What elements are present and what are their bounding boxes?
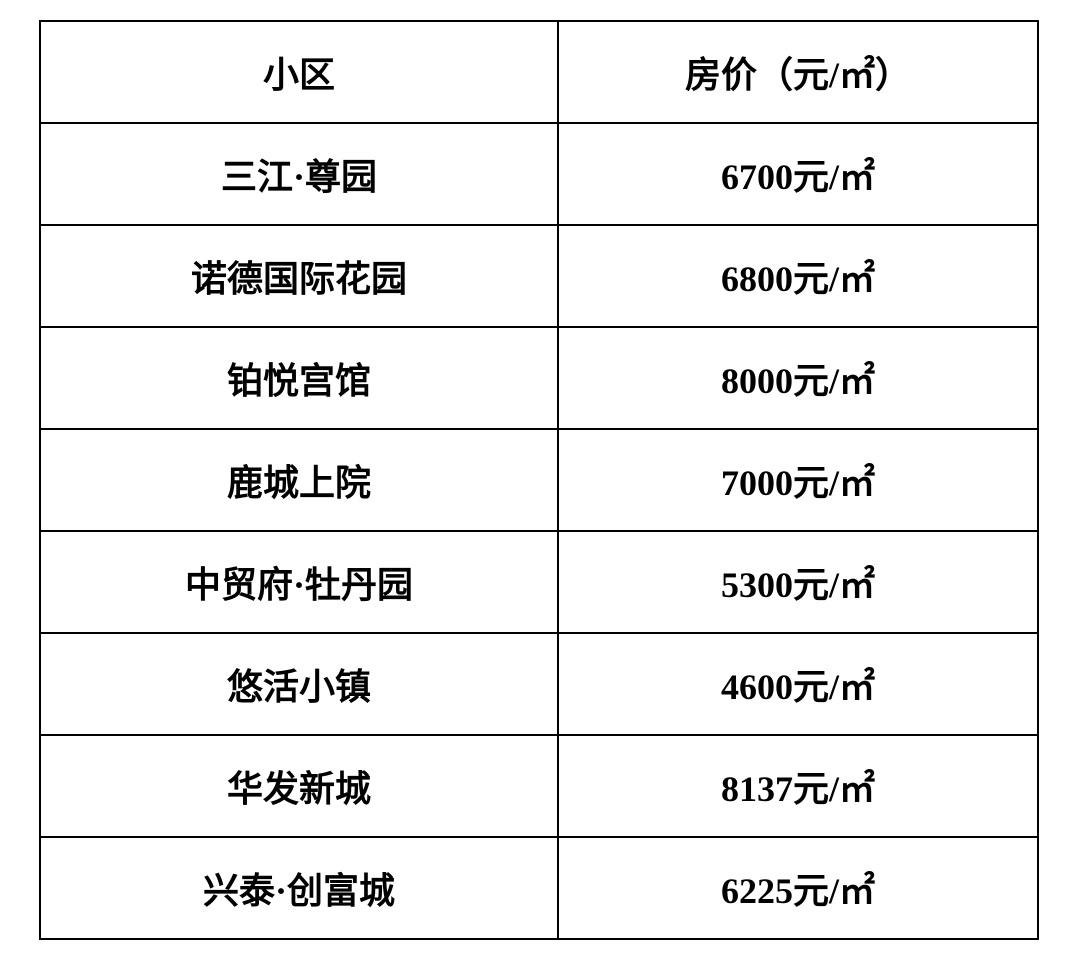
column-header-community: 小区: [40, 21, 559, 123]
community-cell: 铂悦宫馆: [40, 327, 559, 429]
column-header-price: 房价（元/㎡）: [558, 21, 1037, 123]
price-cell: 8000元/㎡: [558, 327, 1037, 429]
price-table-container: 小区 房价（元/㎡） 三江·尊园 6700元/㎡ 诺德国际花园 6800元/㎡ …: [39, 20, 1039, 940]
price-cell: 6800元/㎡: [558, 225, 1037, 327]
price-cell: 6225元/㎡: [558, 837, 1037, 939]
table-row: 诺德国际花园 6800元/㎡: [40, 225, 1038, 327]
table-row: 铂悦宫馆 8000元/㎡: [40, 327, 1038, 429]
community-cell: 鹿城上院: [40, 429, 559, 531]
table-row: 悠活小镇 4600元/㎡: [40, 633, 1038, 735]
price-cell: 8137元/㎡: [558, 735, 1037, 837]
table-row: 中贸府·牡丹园 5300元/㎡: [40, 531, 1038, 633]
community-cell: 三江·尊园: [40, 123, 559, 225]
table-row: 鹿城上院 7000元/㎡: [40, 429, 1038, 531]
community-cell: 中贸府·牡丹园: [40, 531, 559, 633]
price-table: 小区 房价（元/㎡） 三江·尊园 6700元/㎡ 诺德国际花园 6800元/㎡ …: [39, 20, 1039, 940]
price-cell: 5300元/㎡: [558, 531, 1037, 633]
table-row: 华发新城 8137元/㎡: [40, 735, 1038, 837]
price-cell: 4600元/㎡: [558, 633, 1037, 735]
table-row: 兴泰·创富城 6225元/㎡: [40, 837, 1038, 939]
table-header-row: 小区 房价（元/㎡）: [40, 21, 1038, 123]
price-cell: 6700元/㎡: [558, 123, 1037, 225]
community-cell: 悠活小镇: [40, 633, 559, 735]
community-cell: 华发新城: [40, 735, 559, 837]
community-cell: 兴泰·创富城: [40, 837, 559, 939]
community-cell: 诺德国际花园: [40, 225, 559, 327]
table-row: 三江·尊园 6700元/㎡: [40, 123, 1038, 225]
price-cell: 7000元/㎡: [558, 429, 1037, 531]
